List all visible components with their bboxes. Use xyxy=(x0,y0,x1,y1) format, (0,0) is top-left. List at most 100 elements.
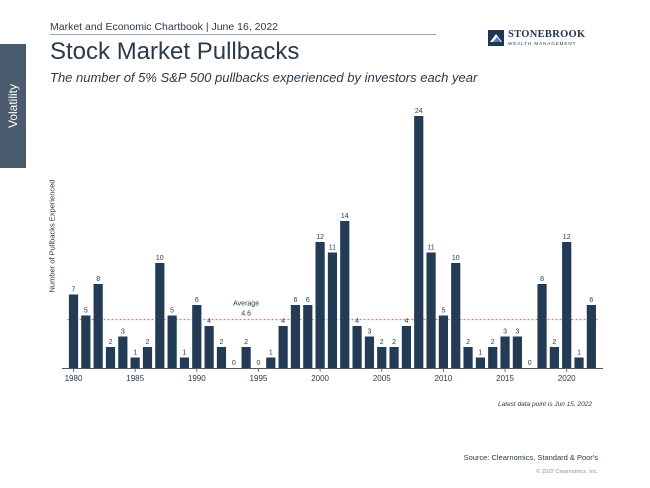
copyright-note: © 2022 Clearnomics, Inc. xyxy=(536,469,598,475)
bar-value-label: 5 xyxy=(170,308,174,315)
bar-value-label: 7 xyxy=(72,287,76,294)
bar xyxy=(68,294,79,368)
bar-value-label: 6 xyxy=(589,297,593,304)
bar xyxy=(562,242,572,368)
x-tick-label: 1995 xyxy=(250,374,268,383)
bar xyxy=(401,326,412,368)
bar-value-label: 24 xyxy=(415,108,423,115)
bar-value-label: 10 xyxy=(156,255,164,262)
company-logo: STONEBROOK WEALTH MANAGEMENT xyxy=(488,29,586,47)
x-tick-label: 1985 xyxy=(126,374,144,383)
bar xyxy=(438,315,448,368)
x-tick-label: 1980 xyxy=(65,374,83,383)
bar xyxy=(303,305,313,368)
bar xyxy=(463,347,473,368)
bar-value-label: 1 xyxy=(577,350,581,357)
bar xyxy=(340,221,350,368)
bar-value-label: 1 xyxy=(183,350,187,357)
bar xyxy=(537,284,547,368)
bar-value-label: 4 xyxy=(207,318,211,325)
bar-value-label: 4 xyxy=(355,318,359,325)
bar xyxy=(327,252,338,368)
x-tick-label: 2020 xyxy=(558,374,576,383)
bar-value-label: 2 xyxy=(146,339,150,346)
bar-value-label: 12 xyxy=(316,234,324,241)
bar xyxy=(290,305,301,368)
bar xyxy=(414,116,424,368)
bar xyxy=(278,326,288,368)
bar-value-label: 10 xyxy=(452,255,460,262)
bar xyxy=(155,263,165,368)
bar xyxy=(475,357,485,368)
bar xyxy=(167,315,177,368)
bar-value-label: 8 xyxy=(540,276,544,283)
bar-value-label: 0 xyxy=(232,360,236,367)
chart-title: Stock Market Pullbacks xyxy=(50,38,300,65)
bar xyxy=(118,336,128,368)
bar-value-label: 1 xyxy=(478,350,482,357)
bar xyxy=(451,263,461,368)
x-tick-label: 1990 xyxy=(188,374,206,383)
bar xyxy=(93,284,103,368)
bar xyxy=(352,326,362,368)
average-label: Average xyxy=(233,301,259,308)
bar-value-label: 2 xyxy=(392,339,396,346)
bar-value-label: 11 xyxy=(427,245,434,252)
bar xyxy=(574,357,584,368)
bar xyxy=(241,347,251,368)
bar-value-label: 2 xyxy=(466,339,470,346)
logo-mark-icon xyxy=(488,30,504,47)
latest-data-note: Latest data point is Jun 15, 2022 xyxy=(498,401,592,408)
x-tick-label: 2000 xyxy=(311,374,329,383)
bar-value-label: 2 xyxy=(244,339,248,346)
bar xyxy=(586,305,596,368)
bar xyxy=(266,357,276,368)
bar-value-label: 12 xyxy=(563,234,571,241)
bar xyxy=(377,347,387,368)
x-tick-label: 2005 xyxy=(373,374,391,383)
bar-value-label: 0 xyxy=(256,360,260,367)
bar-value-label: 2 xyxy=(552,339,556,346)
bar-value-label: 3 xyxy=(367,329,371,336)
bar-value-label: 2 xyxy=(109,339,113,346)
bar xyxy=(315,242,325,368)
bar xyxy=(105,347,116,368)
bar-value-label: 0 xyxy=(528,360,532,367)
bar xyxy=(500,336,510,368)
bar xyxy=(216,347,227,368)
bar-value-label: 14 xyxy=(341,213,349,220)
bar xyxy=(81,315,91,368)
bar xyxy=(364,336,375,368)
bar-value-label: 2 xyxy=(380,339,384,346)
bar-value-label: 6 xyxy=(293,297,297,304)
bar-value-label: 4 xyxy=(281,318,285,325)
chartbook-header: Market and Economic Chartbook | June 16,… xyxy=(50,21,279,33)
bar xyxy=(192,305,202,368)
average-value-label: 4.6 xyxy=(241,311,251,318)
chart-subtitle: The number of 5% S&P 500 pullbacks exper… xyxy=(50,70,478,85)
bar-value-label: 11 xyxy=(329,245,336,252)
x-tick-label: 2010 xyxy=(435,374,453,383)
bar-value-label: 1 xyxy=(269,350,273,357)
bar-value-label: 6 xyxy=(195,297,199,304)
bar xyxy=(179,357,190,368)
bar xyxy=(512,336,522,368)
bar xyxy=(142,347,153,368)
bar-value-label: 2 xyxy=(491,339,495,346)
bar-value-label: 5 xyxy=(84,308,88,315)
bar xyxy=(549,347,559,368)
bar-value-label: 8 xyxy=(96,276,100,283)
bar xyxy=(389,347,399,368)
bar xyxy=(204,326,214,368)
bar xyxy=(130,357,140,368)
bar xyxy=(488,347,498,368)
bar-value-label: 3 xyxy=(121,329,125,336)
section-tab: Volatility xyxy=(0,44,26,168)
x-tick-label: 2015 xyxy=(496,374,514,383)
logo-name: STONEBROOK xyxy=(508,29,586,40)
bar xyxy=(426,252,436,368)
bar-value-label: 1 xyxy=(133,350,137,357)
bar-value-label: 6 xyxy=(306,297,310,304)
bar-value-label: 5 xyxy=(441,308,445,315)
